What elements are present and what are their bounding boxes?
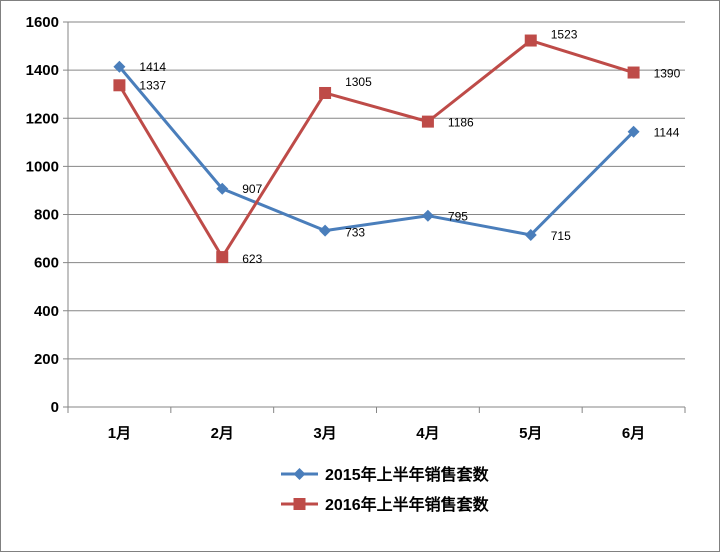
series-line-2 [118,39,635,259]
x-tick-label: 1月 [108,425,131,442]
series-1-point [524,228,537,241]
series-1-point [216,182,229,195]
series-2-point [421,115,434,128]
data-label: 1144 [654,126,680,140]
y-tick-label: 1400 [26,62,59,79]
data-label: 1390 [654,67,681,81]
data-label: 733 [345,226,365,240]
series-2-point [113,79,126,92]
data-labels: 1414 907 733 795 715 1144 1337 623 1305 1186 1523 1… [139,28,680,267]
data-label: 1305 [345,75,372,89]
y-tick-label: 400 [34,303,59,320]
y-tick-label: 0 [51,399,59,416]
series-2-point [216,251,229,264]
legend-label: 2015年上半年销售套数 [325,465,490,484]
data-label: 1414 [139,60,166,74]
series-1-point [319,224,332,237]
x-tick-label: 4月 [416,425,439,442]
x-tick-label: 5月 [519,425,542,442]
x-tick-label: 2月 [211,425,234,442]
y-tick-label: 1200 [26,110,59,127]
data-label: 1337 [139,78,166,92]
series-1-point [113,60,126,73]
data-label: 1186 [448,116,474,130]
series-lines [113,34,640,264]
data-label: 1523 [551,28,578,42]
y-tick-label: 1000 [26,158,59,175]
y-tick-label: 600 [34,255,59,272]
x-tick-label: 3月 [313,425,336,442]
data-label: 795 [448,210,468,224]
y-tick-label: 800 [34,207,59,224]
data-label: 907 [242,182,262,196]
series-1-point [421,209,434,222]
legend-label: 2016年上半年销售套数 [325,495,490,514]
legend: 2015年上半年销售套数 2016年上半年销售套数 [281,465,490,514]
y-tick-label: 1600 [26,14,59,31]
series-2-point [524,34,537,47]
data-label: 623 [242,252,262,266]
data-label: 715 [551,229,571,243]
x-axis: 1月 2月 3月 4月 5月 6月 [67,22,686,442]
x-tick-label: 6月 [622,425,645,442]
y-tick-label: 200 [34,351,59,368]
legend-swatch-marker [293,498,306,510]
y-axis-ticks: 0 200 400 600 800 1000 1200 1400 1600 [26,14,59,416]
series-1-point [627,125,640,138]
legend-swatch-marker [293,468,306,480]
series-2-point [627,66,640,79]
series-2-point [319,86,332,99]
gridlines [63,21,685,408]
series-line-1 [118,65,635,237]
